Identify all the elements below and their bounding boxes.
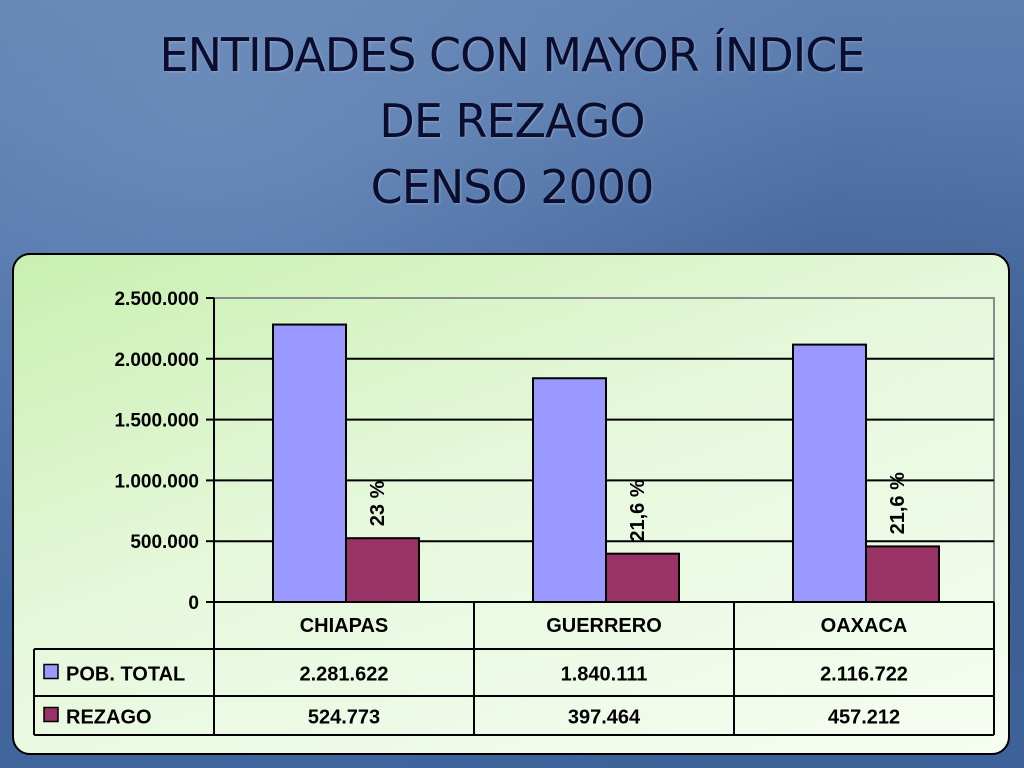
bar-rezago-chiapas[interactable] [345, 537, 420, 603]
title-line-2: DE REZAGO [379, 94, 645, 148]
y-tick-label: 1.000.000 [114, 471, 199, 492]
y-tick-label: 2.000.000 [114, 350, 199, 371]
bar-rezago-oaxaca[interactable] [865, 545, 940, 603]
legend-swatch [43, 663, 59, 680]
y-tick-label: 1.500.000 [114, 411, 199, 432]
table-cell-value: 457.212 [828, 707, 900, 729]
table-cell-value: 397.464 [568, 707, 641, 729]
table-cell-value: 1.840.111 [561, 664, 648, 686]
bar-pob-total-oaxaca[interactable] [792, 343, 867, 604]
percent-annotation: 21,6 % [627, 479, 649, 541]
category-label-chiapas: CHIAPAS [300, 615, 389, 637]
y-tick-label: 500.000 [130, 532, 199, 553]
percent-annotation: 23 % [367, 480, 389, 526]
category-label-oaxaca: OAXACA [821, 615, 908, 637]
bar-rezago-guerrero[interactable] [605, 552, 680, 603]
chart-panel: 2.500.000 2.000.000 1.500.000 1.000.000 500.… [12, 253, 1010, 755]
y-tick-label: 0 [188, 593, 199, 614]
legend-swatch [43, 706, 59, 723]
title-line-3: CENSO 2000 [370, 160, 655, 214]
table-cell-value: 2.116.722 [820, 664, 908, 686]
category-label-guerrero: GUERRERO [546, 615, 662, 637]
table-cell-value: 524.773 [308, 707, 380, 729]
y-tick-label: 2.500.000 [114, 289, 199, 310]
table-cell-value: 2.281.622 [300, 664, 389, 686]
percent-annotation: 21,6 % [887, 472, 909, 534]
bar-pob-total-guerrero[interactable] [532, 377, 607, 603]
legend-label: REZAGO [66, 707, 152, 729]
legend-label: POB. TOTAL [66, 664, 185, 686]
bar-chart: 2.500.000 2.000.000 1.500.000 1.000.000 500.… [33, 289, 995, 736]
title-line-1: ENTIDADES CON MAYOR ÍNDICE [159, 28, 866, 82]
bar-pob-total-chiapas[interactable] [272, 323, 347, 603]
slide-title: ENTIDADES CON MAYOR ÍNDICE DE REZAGO CEN… [0, 22, 1024, 220]
